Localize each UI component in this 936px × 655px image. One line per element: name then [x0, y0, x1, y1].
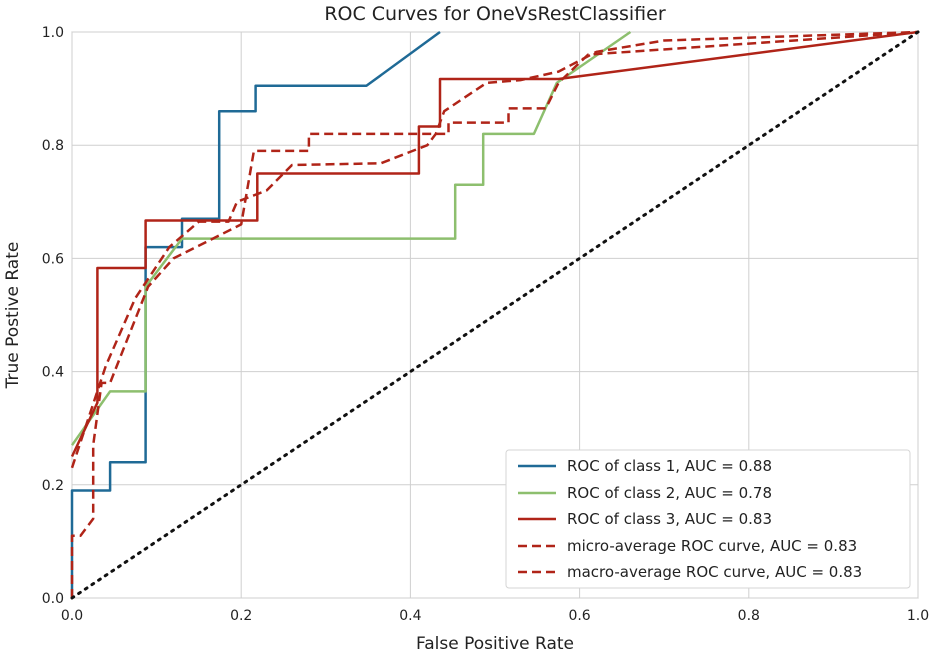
y-axis-label: True Postive Rate — [3, 242, 23, 390]
legend-label-class-3: ROC of class 3, AUC = 0.83 — [567, 510, 772, 528]
legend-label-class-2: ROC of class 2, AUC = 0.78 — [567, 484, 772, 502]
x-tick-label: 0.2 — [230, 608, 252, 624]
x-tick-label: 1.0 — [907, 608, 929, 624]
y-tick-label: 0.0 — [42, 591, 64, 607]
y-tick-label: 1.0 — [42, 25, 64, 41]
micro-average-roc-curve — [70, 30, 919, 598]
x-tick-label: 0.4 — [399, 608, 421, 624]
roc-curve-class-2 — [70, 30, 632, 446]
y-tick-label: 0.8 — [42, 138, 64, 154]
y-tick-labels: 0.0 0.2 0.4 0.6 0.8 1.0 — [42, 25, 64, 607]
legend-box — [505, 449, 911, 589]
legend-label-class-1: ROC of class 1, AUC = 0.88 — [567, 457, 772, 475]
x-tick-label: 0.8 — [738, 608, 760, 624]
x-tick-labels: 0.0 0.2 0.4 0.6 0.8 1.0 — [61, 608, 929, 624]
chart-title: ROC Curves for OneVsRestClassifier — [324, 3, 666, 25]
roc-curve-class-3 — [70, 30, 919, 458]
roc-curve-class-1 — [70, 30, 441, 598]
macro-average-roc-curve — [70, 30, 919, 469]
x-tick-label: 0.6 — [568, 608, 590, 624]
y-tick-label: 0.2 — [42, 478, 64, 494]
x-axis-label: False Positive Rate — [416, 634, 574, 654]
y-tick-label: 0.4 — [42, 365, 64, 381]
y-tick-label: 0.6 — [42, 251, 64, 267]
series-lines — [70, 30, 920, 600]
legend-label-macro-average: macro-average ROC curve, AUC = 0.83 — [567, 563, 862, 581]
x-tick-label: 0.0 — [61, 608, 83, 624]
chance-diagonal-line — [70, 30, 920, 600]
legend: ROC of class 1, AUC = 0.88 ROC of class … — [505, 449, 911, 589]
legend-label-micro-average: micro-average ROC curve, AUC = 0.83 — [567, 537, 857, 555]
